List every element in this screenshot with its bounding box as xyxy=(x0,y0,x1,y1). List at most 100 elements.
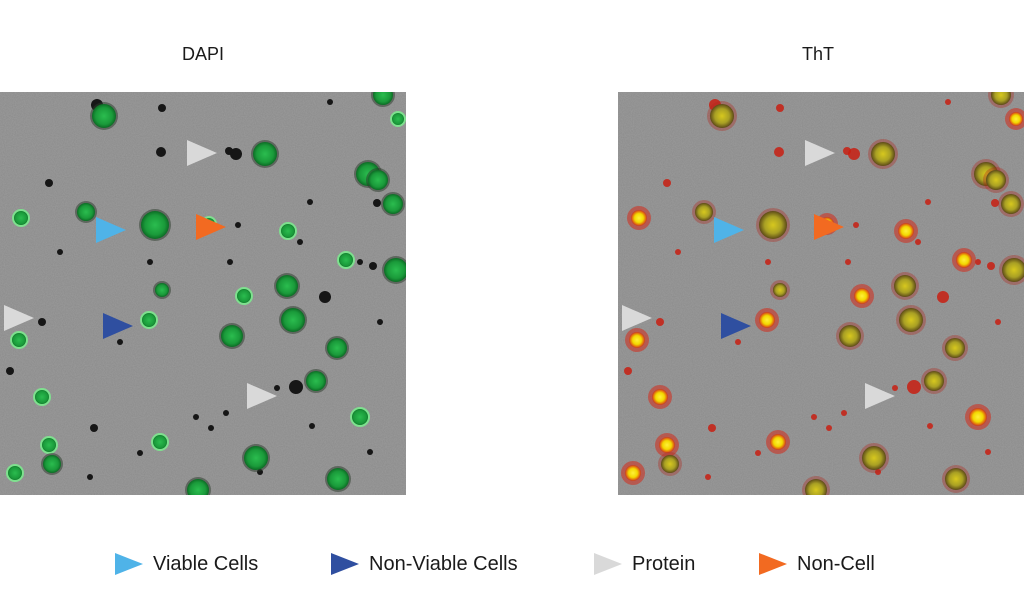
protein-spot xyxy=(776,104,784,112)
debris-spot xyxy=(274,385,280,391)
dapi-cell xyxy=(10,331,28,349)
dapi-cell xyxy=(368,170,388,190)
protein-spot xyxy=(675,249,681,255)
protein-spot xyxy=(755,450,761,456)
protein-spot xyxy=(811,414,817,420)
dapi-cell xyxy=(384,258,406,282)
tht-cell xyxy=(898,223,914,239)
debris-spot xyxy=(193,414,199,420)
dapi-cell xyxy=(33,388,51,406)
protein-spot xyxy=(826,425,832,431)
dapi-cell xyxy=(141,211,169,239)
tht-cell xyxy=(899,308,923,332)
protein-spot xyxy=(985,449,991,455)
legend-item-viable-cells: Viable Cells xyxy=(113,548,258,580)
protein-spot xyxy=(708,424,716,432)
tht-cell xyxy=(1009,112,1023,126)
dapi-cell xyxy=(155,283,169,297)
protein-spot xyxy=(841,410,847,416)
tht-cell xyxy=(805,479,827,495)
debris-spot xyxy=(90,424,98,432)
debris-spot xyxy=(227,259,233,265)
tht-micrograph-image xyxy=(618,92,1024,495)
dapi-cell xyxy=(140,311,158,329)
debris-spot xyxy=(289,380,303,394)
dapi-cell xyxy=(337,251,355,269)
debris-spot xyxy=(156,147,166,157)
viable-cell-arrow-marker xyxy=(714,217,744,243)
dapi-cell xyxy=(151,433,169,451)
legend-item-non-viable-cells: Non-Viable Cells xyxy=(329,548,518,580)
dapi-micrograph-image xyxy=(0,92,406,495)
tht-cell xyxy=(924,371,944,391)
dapi-cell xyxy=(221,325,243,347)
tht-cell xyxy=(871,142,895,166)
protein-spot xyxy=(774,147,784,157)
debris-spot xyxy=(223,410,229,416)
dapi-cell xyxy=(187,479,209,495)
legend-item-non-cell: Non-Cell xyxy=(757,548,875,580)
tht-cell xyxy=(894,275,916,297)
debris-spot xyxy=(327,99,333,105)
protein-spot xyxy=(663,179,671,187)
non-cell-arrow-marker xyxy=(814,214,844,240)
debris-spot xyxy=(208,425,214,431)
legend-item-protein: Protein xyxy=(592,548,695,580)
tht-cell xyxy=(991,92,1011,105)
debris-spot xyxy=(45,179,53,187)
dapi-cell xyxy=(276,275,298,297)
debris-spot xyxy=(357,259,363,265)
protein-spot xyxy=(705,474,711,480)
debris-spot xyxy=(369,262,377,270)
tht-cell xyxy=(945,468,967,490)
protein-spot xyxy=(656,318,664,326)
dapi-cell xyxy=(40,436,58,454)
protein-spot xyxy=(987,262,995,270)
debris-spot xyxy=(373,199,381,207)
protein-spot xyxy=(927,423,933,429)
legend-label-viable-cells: Viable Cells xyxy=(153,552,259,575)
tht-cell xyxy=(839,325,861,347)
debris-spot xyxy=(137,450,143,456)
protein-spot xyxy=(853,222,859,228)
protein-spot xyxy=(875,469,881,475)
dapi-cell xyxy=(92,104,116,128)
debris-spot xyxy=(297,239,303,245)
debris-spot xyxy=(6,367,14,375)
protein-arrow-marker xyxy=(247,383,277,409)
tht-cell xyxy=(631,210,647,226)
tht-cell xyxy=(652,389,668,405)
debris-spot xyxy=(319,291,331,303)
dapi-cell xyxy=(244,446,268,470)
dapi-micrograph xyxy=(0,92,406,495)
legend-label-non-viable-cells: Non-Viable Cells xyxy=(369,552,518,575)
protein-spot xyxy=(995,319,1001,325)
dapi-cell xyxy=(12,209,30,227)
dapi-cell xyxy=(383,194,403,214)
debris-spot xyxy=(309,423,315,429)
debris-spot xyxy=(87,474,93,480)
tht-cell xyxy=(773,283,787,297)
tht-cell xyxy=(862,446,886,470)
tht-cell xyxy=(629,332,645,348)
tht-cell xyxy=(695,203,713,221)
dapi-cell xyxy=(327,338,347,358)
tht-micrograph xyxy=(618,92,1024,495)
dapi-cell xyxy=(373,92,393,105)
tht-cell xyxy=(969,408,987,426)
protein-spot xyxy=(624,367,632,375)
protein-arrow-marker xyxy=(4,305,34,331)
dapi-cell xyxy=(235,287,253,305)
viable-cell-arrow-marker xyxy=(96,217,126,243)
tht-cell xyxy=(956,252,972,268)
tht-cell xyxy=(759,211,787,239)
legend-label-non-cell: Non-Cell xyxy=(797,552,875,575)
protein-arrow-marker xyxy=(187,140,217,166)
tht-cell xyxy=(770,434,786,450)
debris-spot xyxy=(377,319,383,325)
debris-spot xyxy=(235,222,241,228)
tht-cell xyxy=(1001,194,1021,214)
protein-spot xyxy=(991,199,999,207)
dapi-panel-title: DAPI xyxy=(181,44,224,64)
non-viable-cells-arrow-icon xyxy=(331,553,359,575)
